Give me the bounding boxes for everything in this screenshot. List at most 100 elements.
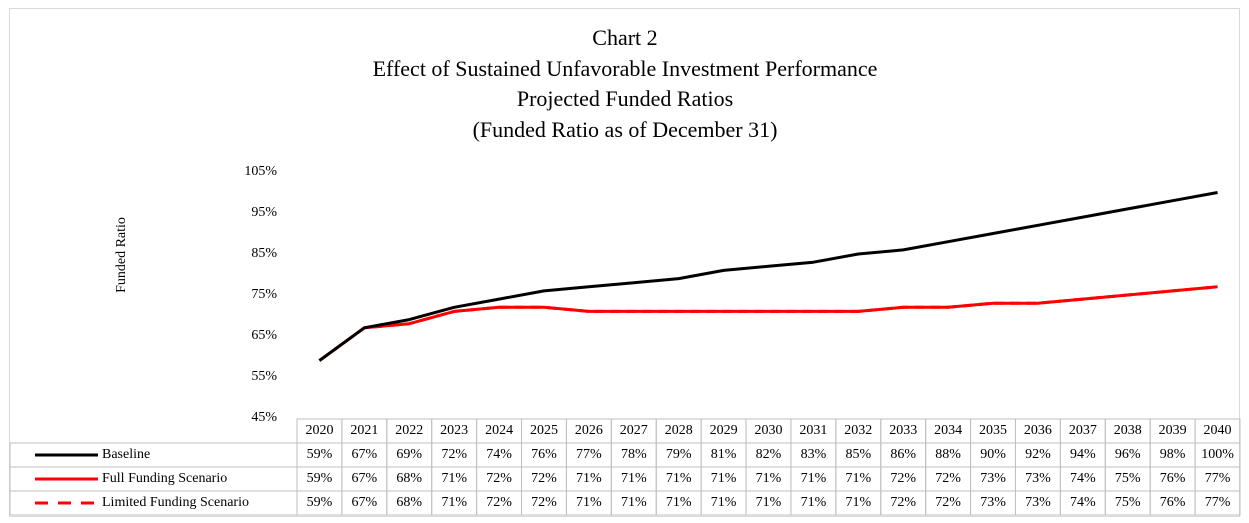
x-tick-label: 2033: [889, 423, 917, 438]
table-value: 73%: [1025, 471, 1051, 486]
x-tick-label: 2028: [665, 423, 693, 438]
x-tick-label: 2025: [530, 423, 558, 438]
table-value: 96%: [1115, 447, 1141, 462]
table-value: 71%: [441, 471, 467, 486]
table-value: 76%: [1160, 495, 1186, 510]
table-value: 86%: [890, 447, 916, 462]
table-value: 72%: [935, 471, 961, 486]
table-value: 77%: [1205, 471, 1231, 486]
x-tick-label: 2021: [350, 423, 378, 438]
series-line: [318, 285, 1218, 362]
table-value: 72%: [531, 471, 557, 486]
y-tick-label: 85%: [251, 246, 277, 261]
table-value: 71%: [621, 471, 647, 486]
table-value: 72%: [441, 447, 467, 462]
table-value: 71%: [801, 495, 827, 510]
chart-subtitle: Projected Funded Ratios: [517, 86, 733, 111]
x-tick-label: 2039: [1159, 423, 1187, 438]
x-tick-label: 2026: [575, 423, 603, 438]
table-value: 71%: [441, 495, 467, 510]
chart-title: Chart 2: [592, 25, 657, 50]
table-value: 71%: [666, 471, 692, 486]
table-value: 59%: [307, 471, 333, 486]
x-tick-label: 2034: [934, 423, 962, 438]
table-value: 72%: [486, 471, 512, 486]
table-value: 92%: [1025, 447, 1051, 462]
table-value: 75%: [1115, 471, 1141, 486]
x-tick-label: 2027: [620, 423, 648, 438]
y-tick-label: 105%: [244, 164, 277, 179]
table-value: 72%: [531, 495, 557, 510]
table-value: 76%: [531, 447, 557, 462]
table-value: 77%: [1205, 495, 1231, 510]
x-tick-label: 2023: [440, 423, 468, 438]
legend-label: Limited Funding Scenario: [102, 495, 249, 510]
table-value: 74%: [486, 447, 512, 462]
chart-subtitle: (Funded Ratio as of December 31): [473, 117, 778, 142]
table-value: 72%: [486, 495, 512, 510]
table-row: [9, 490, 1241, 516]
y-tick-label: 45%: [251, 410, 277, 425]
y-tick-label: 55%: [251, 369, 277, 384]
table-value: 69%: [396, 447, 422, 462]
table-value: 85%: [845, 447, 871, 462]
x-tick-label: 2035: [979, 423, 1007, 438]
table-value: 78%: [621, 447, 647, 462]
legend-label: Full Funding Scenario: [102, 471, 227, 486]
table-value: 79%: [666, 447, 692, 462]
table-value: 90%: [980, 447, 1006, 462]
table-value: 72%: [890, 495, 916, 510]
table-value: 83%: [801, 447, 827, 462]
x-tick-label: 2038: [1114, 423, 1142, 438]
table-value: 94%: [1070, 447, 1096, 462]
x-tick-label: 2036: [1024, 423, 1052, 438]
y-tick-label: 95%: [251, 205, 277, 220]
table-value: 71%: [845, 471, 871, 486]
series-line: [318, 191, 1218, 362]
table-value: 71%: [576, 471, 602, 486]
table-value: 59%: [307, 447, 333, 462]
table-value: 73%: [1025, 495, 1051, 510]
chart-subtitle: Effect of Sustained Unfavorable Investme…: [373, 56, 878, 81]
table-value: 74%: [1070, 471, 1096, 486]
table-value: 71%: [756, 495, 782, 510]
table-value: 71%: [801, 471, 827, 486]
x-tick-label: 2031: [799, 423, 827, 438]
x-tick-label: 2030: [755, 423, 783, 438]
table-value: 67%: [352, 495, 378, 510]
table-value: 68%: [396, 471, 422, 486]
x-tick-label: 2024: [485, 423, 513, 438]
legend-label: Baseline: [102, 447, 150, 462]
y-tick-label: 75%: [251, 287, 277, 302]
x-tick-label: 2037: [1069, 423, 1097, 438]
x-tick-label: 2029: [710, 423, 738, 438]
table-value: 81%: [711, 447, 737, 462]
table-value: 98%: [1160, 447, 1186, 462]
table-value: 88%: [935, 447, 961, 462]
table-value: 72%: [890, 471, 916, 486]
table-value: 73%: [980, 471, 1006, 486]
x-tick-label: 2040: [1204, 423, 1232, 438]
table-value: 59%: [307, 495, 333, 510]
table-value: 73%: [980, 495, 1006, 510]
table-value: 67%: [352, 471, 378, 486]
table-value: 100%: [1201, 447, 1234, 462]
y-axis-label: Funded Ratio: [114, 217, 129, 293]
chart-border: [9, 8, 1240, 517]
table-value: 71%: [621, 495, 647, 510]
table-value: 72%: [935, 495, 961, 510]
x-tick-label: 2022: [395, 423, 423, 438]
table-value: 76%: [1160, 471, 1186, 486]
table-value: 68%: [396, 495, 422, 510]
table-value: 75%: [1115, 495, 1141, 510]
table-value: 71%: [711, 495, 737, 510]
x-tick-label: 2032: [844, 423, 872, 438]
table-value: 71%: [756, 471, 782, 486]
table-value: 71%: [576, 495, 602, 510]
table-value: 82%: [756, 447, 782, 462]
table-value: 71%: [666, 495, 692, 510]
table-value: 74%: [1070, 495, 1096, 510]
table-value: 71%: [845, 495, 871, 510]
